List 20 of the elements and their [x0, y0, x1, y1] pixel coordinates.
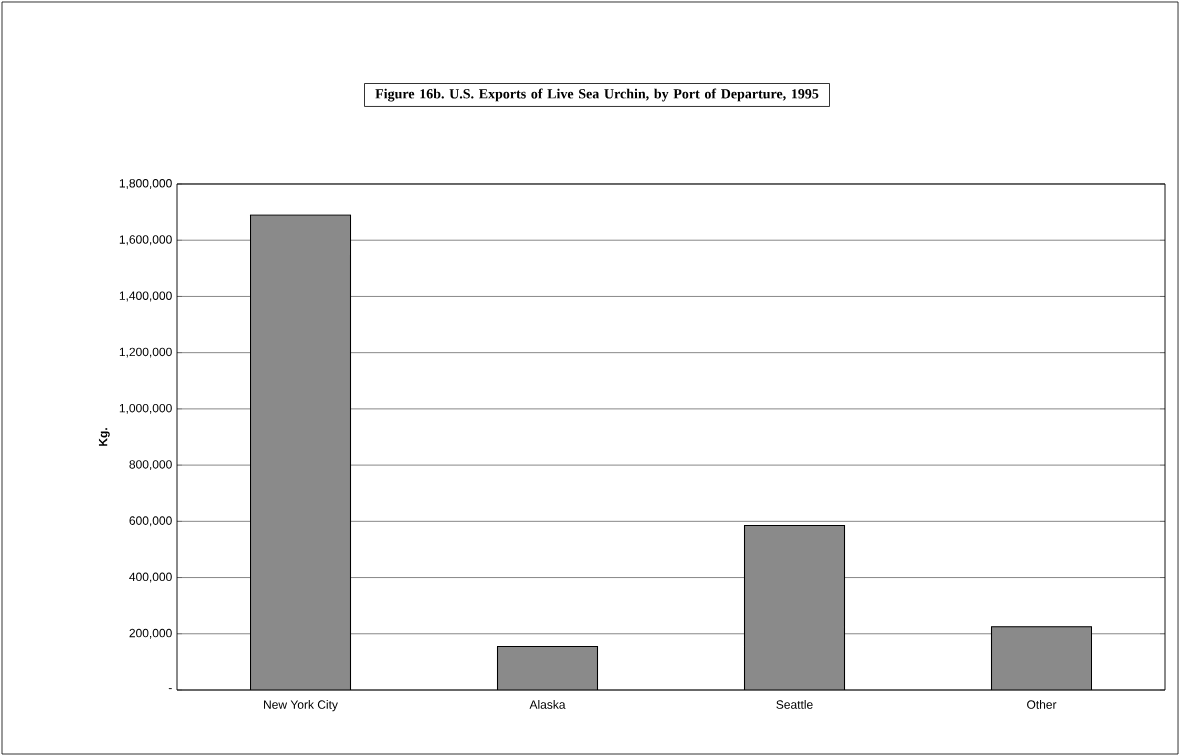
y-tick-label: 400,000 [129, 572, 172, 583]
bar [990, 626, 1093, 690]
x-tick-label: Other [1027, 700, 1057, 709]
bar [249, 214, 352, 690]
y-tick-label: 1,400,000 [119, 291, 172, 302]
y-tick-label: 800,000 [129, 460, 172, 471]
y-tick-label: 600,000 [129, 516, 172, 527]
bar [743, 525, 846, 690]
y-tick-label: 200,000 [129, 628, 172, 639]
y-tick-label: 1,800,000 [119, 179, 172, 189]
y-tick-label: - [168, 688, 172, 690]
x-tick-label: New York City [264, 700, 338, 712]
y-tick-label: 1,600,000 [119, 235, 172, 246]
x-tick-label: Alaska [529, 700, 566, 709]
x-tick-label: Seattle [776, 700, 813, 709]
bar [496, 645, 599, 690]
chart-title: Figure 16b. U.S. Exports of Live Sea Urchin, by Port of Departure, 1995 [375, 88, 819, 102]
y-tick-label: 1,200,000 [119, 347, 172, 358]
y-axis-title: Kg. [98, 428, 110, 446]
y-tick-label: 1,000,000 [119, 403, 172, 414]
